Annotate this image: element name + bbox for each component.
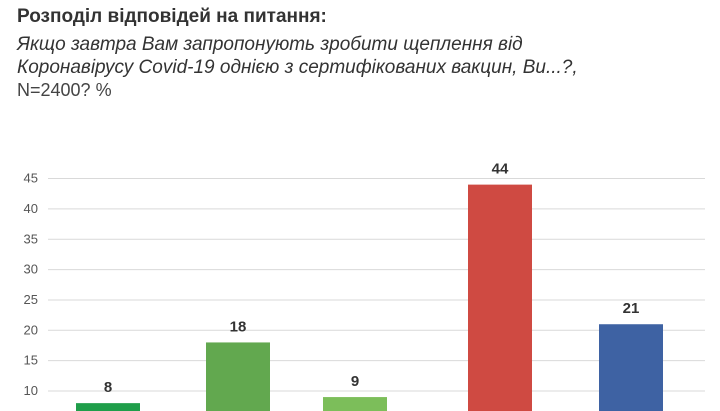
y-tick-label: 40 bbox=[24, 201, 38, 216]
bar-3 bbox=[323, 397, 387, 411]
y-tick-label: 35 bbox=[24, 231, 38, 246]
bar-2 bbox=[206, 342, 270, 411]
bar-4 bbox=[468, 184, 532, 411]
y-tick-label: 25 bbox=[24, 292, 38, 307]
y-tick-label: 20 bbox=[24, 322, 38, 337]
question-line-2: Коронавірусу Covid-19 однією з сертифіко… bbox=[17, 57, 578, 78]
bar-value-label: 18 bbox=[230, 318, 247, 335]
sample-size-note: N=2400? % bbox=[17, 80, 112, 100]
bar-value-label: 9 bbox=[351, 373, 359, 390]
bar-value-label: 44 bbox=[492, 161, 509, 178]
chart-title: Розподіл відповідей на питання: bbox=[17, 6, 327, 27]
y-tick-label: 45 bbox=[24, 171, 38, 186]
bar-1 bbox=[76, 403, 140, 411]
y-tick-label: 15 bbox=[24, 353, 38, 368]
question-line-1: Якщо завтра Вам запропонують зробити щеп… bbox=[17, 34, 523, 55]
question-text: Якщо завтра Вам запропонують зробити щеп… bbox=[17, 33, 707, 79]
y-tick-label: 30 bbox=[24, 262, 38, 277]
bar-value-label: 21 bbox=[623, 300, 640, 317]
bar-5 bbox=[599, 324, 663, 411]
y-tick-label: 10 bbox=[24, 383, 38, 398]
bar-value-label: 8 bbox=[104, 379, 112, 396]
